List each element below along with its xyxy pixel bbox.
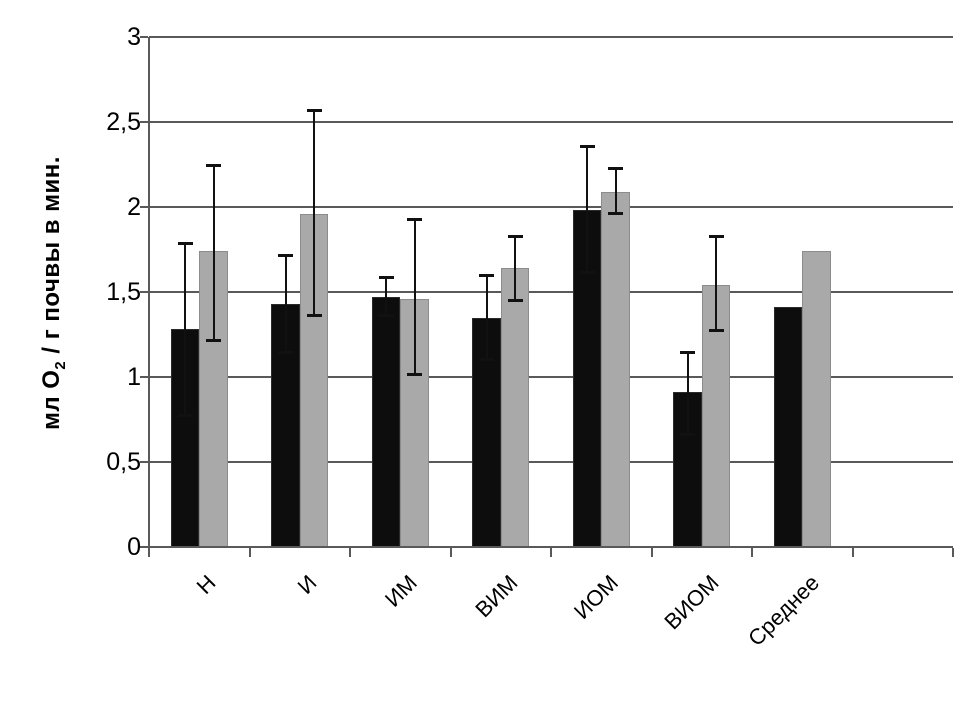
error-bar-cap-top <box>579 144 595 148</box>
gridline <box>149 121 953 123</box>
x-tick-label: ВИОМ <box>659 570 724 635</box>
x-tick <box>449 548 452 557</box>
gridline <box>149 206 953 208</box>
gridline <box>149 291 953 293</box>
x-tick <box>248 548 251 557</box>
error-bar-cap-bottom <box>479 358 494 361</box>
error-bar-line <box>413 218 416 376</box>
error-bar-cap-top <box>680 350 695 354</box>
y-axis-line <box>148 37 150 549</box>
error-bar-line <box>614 167 617 214</box>
x-tick <box>550 548 552 557</box>
y-tick <box>140 546 148 548</box>
x-tick <box>851 548 854 557</box>
x-tick <box>952 548 954 557</box>
error-bar-cap-top <box>407 217 422 221</box>
y-tick <box>140 291 148 293</box>
bar <box>773 307 803 547</box>
y-tick-label: 2 <box>127 193 141 221</box>
gridline <box>149 461 953 463</box>
bar <box>802 251 831 547</box>
x-tick <box>148 548 150 557</box>
bar <box>601 191 630 547</box>
error-bar-cap-top <box>378 275 394 279</box>
x-tick-label: ИМ <box>380 570 422 612</box>
error-bar-line <box>385 276 387 316</box>
y-tick-label: 0,5 <box>106 448 141 476</box>
bar <box>400 298 429 547</box>
y-tick-label: 1 <box>127 363 141 391</box>
error-bar-cap-bottom <box>708 329 724 333</box>
y-tick-label: 2,5 <box>106 108 141 136</box>
error-bar-cap-bottom <box>579 271 595 275</box>
error-bar-cap-top <box>479 274 494 277</box>
error-bar-line <box>284 254 287 354</box>
x-tick-label: ИОМ <box>568 570 623 624</box>
x-tick <box>349 548 351 557</box>
error-bar-line <box>485 275 488 360</box>
error-bar-cap-top <box>206 163 221 167</box>
bar <box>500 268 530 547</box>
x-tick-label: Среднее <box>743 570 824 651</box>
error-bar-cap-bottom <box>608 211 623 215</box>
y-tick-label: 0 <box>127 533 141 561</box>
error-bar-line <box>313 110 315 316</box>
y-tick-label: 1,5 <box>106 278 141 306</box>
error-bar-line <box>715 235 717 332</box>
error-bar-cap-bottom <box>680 432 695 436</box>
error-bar-line <box>586 145 588 274</box>
error-bar-line <box>686 351 689 435</box>
y-tick <box>140 121 148 123</box>
y-tick <box>140 461 148 463</box>
error-bar-cap-top <box>708 234 724 238</box>
x-tick <box>751 548 753 557</box>
error-bar-line <box>212 164 215 342</box>
error-bar-cap-top <box>306 109 322 113</box>
x-tick-label: ВИМ <box>470 570 523 623</box>
bar <box>299 213 329 547</box>
error-bar-line <box>184 242 186 417</box>
y-tick <box>140 36 148 38</box>
error-bar-cap-top <box>608 166 623 170</box>
error-bar-cap-bottom <box>306 313 322 317</box>
error-bar-cap-bottom <box>507 298 523 302</box>
error-bar-cap-bottom <box>206 339 221 343</box>
y-tick <box>140 206 148 208</box>
error-bar-line <box>514 235 516 301</box>
y-axis-title-text-2: / г почвы в мин. <box>38 156 65 361</box>
gridline <box>149 36 953 38</box>
error-bar-cap-bottom <box>278 351 293 355</box>
x-tick-label: И <box>292 570 322 599</box>
error-bar-cap-bottom <box>378 313 394 317</box>
error-bar-cap-bottom <box>177 414 193 418</box>
x-tick-label: Н <box>192 570 221 599</box>
bar <box>371 297 401 547</box>
x-axis-line <box>148 546 953 548</box>
x-tick <box>650 548 653 557</box>
error-bar-cap-top <box>507 234 523 238</box>
error-bar-cap-top <box>177 241 193 245</box>
gridline <box>149 376 953 378</box>
y-tick-label: 3 <box>127 23 141 51</box>
error-bar-cap-top <box>278 253 293 257</box>
y-tick <box>140 376 148 378</box>
error-bar-cap-bottom <box>407 373 422 377</box>
